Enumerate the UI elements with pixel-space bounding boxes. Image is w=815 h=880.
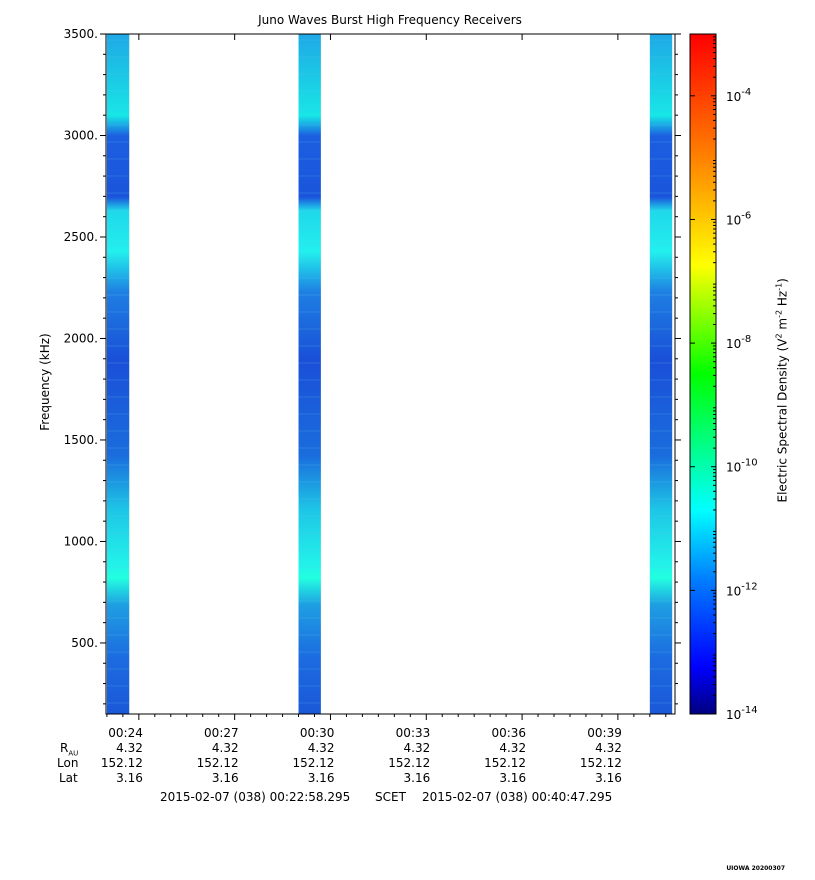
y-tick-label: 1000. <box>64 534 98 548</box>
ephemeris-lon-value: 152.12 <box>101 756 143 770</box>
ephemeris-r-value: 4.32 <box>308 741 335 755</box>
ephemeris-lon-label: Lon <box>57 756 79 770</box>
colorbar-gradient <box>689 33 717 715</box>
ephemeris-r-value: 4.32 <box>499 741 526 755</box>
burst-strip-1 <box>106 34 130 714</box>
ephemeris-lat-value: 3.16 <box>404 771 431 785</box>
x-tick-label: 00:36 <box>491 726 526 740</box>
colorbar-tick-label: 10-6 <box>726 210 751 227</box>
ephemeris-lat-value: 3.16 <box>308 771 335 785</box>
y-tick-label: 3500. <box>64 27 98 41</box>
colorbar-tick-label: 10-10 <box>726 458 758 475</box>
ephemeris-lat-value: 3.16 <box>212 771 239 785</box>
ephemeris-lat-value: 3.16 <box>116 771 143 785</box>
ephemeris-r-label: RAU <box>60 741 79 758</box>
x-tick-label: 00:39 <box>587 726 622 740</box>
ephemeris-lon-value: 152.12 <box>484 756 526 770</box>
ephemeris-r-value: 4.32 <box>212 741 239 755</box>
ephemeris-lat-value: 3.16 <box>499 771 526 785</box>
y-tick-label: 1500. <box>64 433 98 447</box>
y-tick-label: 2000. <box>64 331 98 345</box>
burst-strip-3 <box>649 34 673 714</box>
ephemeris-lon-value: 152.12 <box>580 756 622 770</box>
y-tick-label: 500. <box>71 636 98 650</box>
ephemeris-r-value: 4.32 <box>404 741 431 755</box>
colorbar-tick-label: 10-12 <box>726 581 758 598</box>
plot-area: 500.1000.1500.2000.2500.3000.3500.00:244… <box>64 27 681 785</box>
footer-start-time: 2015-02-07 (038) 00:22:58.295 <box>160 790 351 804</box>
footer-end-time: 2015-02-07 (038) 00:40:47.295 <box>422 790 613 804</box>
ephemeris-lat-label: Lat <box>59 771 78 785</box>
x-tick-label: 00:27 <box>204 726 239 740</box>
ephemeris-lon-value: 152.12 <box>197 756 239 770</box>
colorbar: 10-14 10-12 10-10 10-8 10-6 10-4 <box>689 33 758 722</box>
x-tick-label: 00:33 <box>396 726 431 740</box>
colorbar-label: Electric Spectral Density (V2 m-2 Hz-1) <box>774 278 790 503</box>
ephemeris-r-value: 4.32 <box>116 741 143 755</box>
chart-title: Juno Waves Burst High Frequency Receiver… <box>258 13 522 27</box>
footer-scet-label: SCET <box>375 790 406 804</box>
credit-stamp: UIOWA 20200307 <box>726 865 785 872</box>
colorbar-tick-label: 10-4 <box>726 87 751 104</box>
ephemeris-r-value: 4.32 <box>595 741 622 755</box>
colorbar-tick-label: 10-8 <box>726 334 751 351</box>
y-axis-label: Frequency (kHz) <box>38 333 52 431</box>
x-tick-label: 00:24 <box>108 726 143 740</box>
ephemeris-lon-value: 152.12 <box>388 756 430 770</box>
x-tick-label: 00:30 <box>300 726 335 740</box>
y-tick-label: 2500. <box>64 230 98 244</box>
burst-strip-2 <box>298 34 321 714</box>
plot-frame <box>105 33 676 715</box>
colorbar-tick-label: 10-14 <box>726 705 758 722</box>
ephemeris-lon-value: 152.12 <box>292 756 334 770</box>
y-tick-label: 3000. <box>64 128 98 142</box>
ephemeris-lat-value: 3.16 <box>595 771 622 785</box>
